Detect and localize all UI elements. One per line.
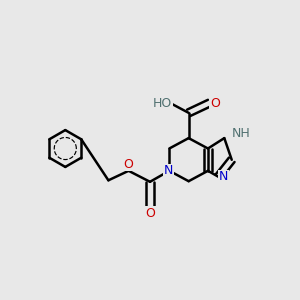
Text: HO: HO (153, 97, 172, 110)
Text: N: N (164, 164, 173, 177)
Text: O: O (124, 158, 134, 171)
Text: O: O (145, 207, 155, 220)
Text: NH: NH (232, 127, 250, 140)
Text: N: N (219, 170, 228, 183)
Text: O: O (210, 97, 220, 110)
